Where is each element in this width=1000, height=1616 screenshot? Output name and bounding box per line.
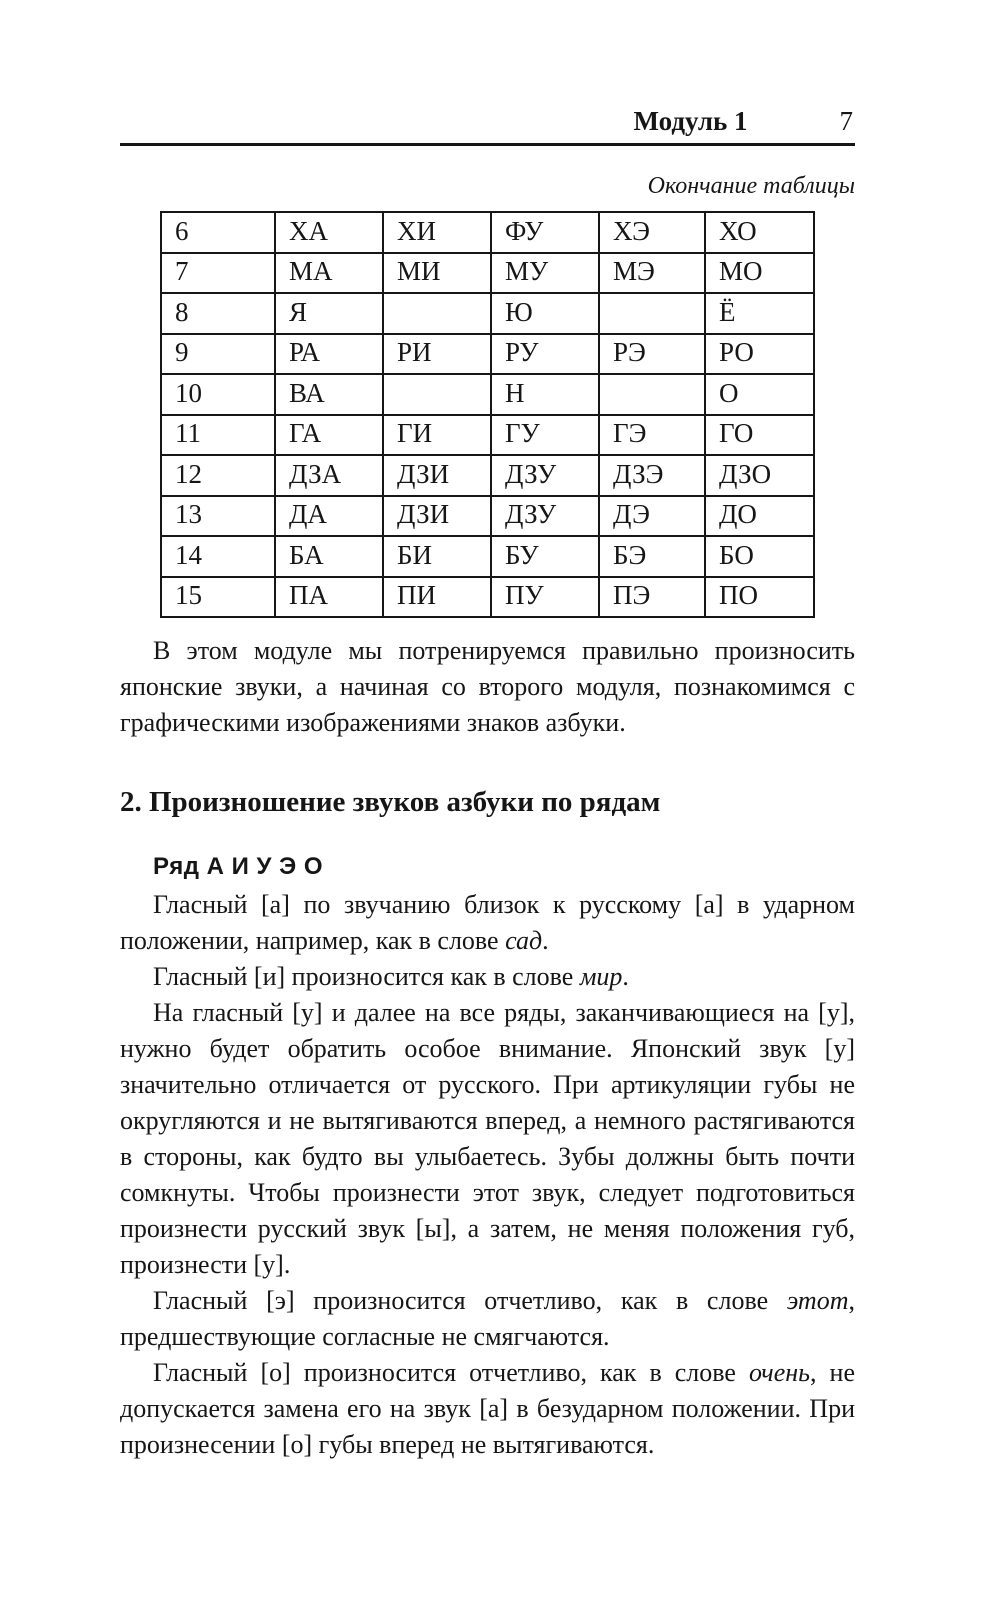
syllable-cell: ХО <box>704 211 815 254</box>
syllable-cell: ДА <box>274 494 384 537</box>
page-number: 7 <box>839 106 854 136</box>
syllable-cell: РУ <box>490 332 600 375</box>
table-row: 6 ХА ХИ ФУ ХЭ ХО <box>160 211 815 254</box>
table-row: 9 РА РИ РУ РЭ РО <box>160 332 815 375</box>
table-row: 15 ПА ПИ ПУ ПЭ ПО <box>160 575 815 618</box>
row-number-cell: 11 <box>160 413 276 456</box>
syllable-table: 6 ХА ХИ ФУ ХЭ ХО 7 МА МИ МУ МЭ МО 8 Я Ю Ё 9 РА РИ РУ РЭ РО 10 В… <box>160 211 815 618</box>
row-number-cell: 13 <box>160 494 276 537</box>
syllable-cell: ДО <box>704 494 815 537</box>
syllable-cell: ФУ <box>490 211 600 254</box>
syllable-cell: МУ <box>490 251 600 294</box>
syllable-cell <box>598 373 706 416</box>
paragraph-text: . <box>542 926 549 955</box>
syllable-cell: ГИ <box>382 413 492 456</box>
table-row: 11 ГА ГИ ГУ ГЭ ГО <box>160 413 815 456</box>
italic-example-word: этот <box>786 1286 849 1315</box>
row-number-cell: 14 <box>160 535 276 578</box>
syllable-cell: О <box>704 373 815 416</box>
row-number-cell: 12 <box>160 454 276 497</box>
table-row: 13 ДА ДЗИ ДЗУ ДЭ ДО <box>160 494 815 537</box>
paragraph: Гласный [э] произносится отчетливо, как … <box>120 1283 855 1355</box>
paragraph-text: Гласный [о] произносится отчетливо, как … <box>153 1358 749 1387</box>
syllable-cell: МО <box>704 251 815 294</box>
syllable-cell: ДЗА <box>274 454 384 497</box>
syllable-cell: ДЗЭ <box>598 454 706 497</box>
syllable-cell <box>598 292 706 335</box>
section-heading: 2. Произношение звуков азбуки по рядам <box>120 786 661 818</box>
syllable-cell: БИ <box>382 535 492 578</box>
pronunciation-paragraphs: Гласный [а] по звучанию близок к русском… <box>120 887 855 1463</box>
table-row: 12 ДЗА ДЗИ ДЗУ ДЗЭ ДЗО <box>160 454 815 497</box>
syllable-cell: ХА <box>274 211 384 254</box>
paragraph: Гласный [и] произносится как в слове мир… <box>120 959 855 995</box>
syllable-cell: Н <box>490 373 600 416</box>
syllable-cell: ДЗУ <box>490 454 600 497</box>
syllable-cell: ДЗИ <box>382 454 492 497</box>
italic-example-word: очень <box>748 1358 810 1387</box>
syllable-cell: ДЗУ <box>490 494 600 537</box>
syllable-cell: РЭ <box>598 332 706 375</box>
syllable-cell: ДЗО <box>704 454 815 497</box>
syllable-cell <box>382 292 492 335</box>
paragraph-text: Гласный [и] произносится как в слове <box>153 962 580 991</box>
syllable-cell: ГЭ <box>598 413 706 456</box>
syllable-cell: МИ <box>382 251 492 294</box>
paragraph-text: На гласный [у] и далее на все ряды, зака… <box>120 998 855 1279</box>
intro-paragraph: В этом модуле мы потренируемся правильно… <box>120 636 855 737</box>
syllable-cell: ГО <box>704 413 815 456</box>
syllable-cell: ГА <box>274 413 384 456</box>
italic-example-word: мир <box>579 962 623 991</box>
paragraph: Гласный [о] произносится отчетливо, как … <box>120 1355 855 1463</box>
syllable-cell: РО <box>704 332 815 375</box>
paragraph-text: . <box>622 962 629 991</box>
syllable-cell: ВА <box>274 373 384 416</box>
syllable-cell: БУ <box>490 535 600 578</box>
row-number-cell: 7 <box>160 251 276 294</box>
paragraph-text: Гласный [э] произносится отчетливо, как … <box>153 1286 787 1315</box>
syllable-cell: ХЭ <box>598 211 706 254</box>
syllable-cell: БЭ <box>598 535 706 578</box>
syllable-cell: БА <box>274 535 384 578</box>
module-title: Модуль 1 <box>633 106 748 136</box>
syllable-cell: ХИ <box>382 211 492 254</box>
syllable-cell: Ё <box>704 292 815 335</box>
syllable-cell: ПУ <box>490 575 600 618</box>
italic-example-word: сад <box>505 926 543 955</box>
syllable-cell: ДЗИ <box>382 494 492 537</box>
syllable-cell: ПО <box>704 575 815 618</box>
syllable-table-body: 6 ХА ХИ ФУ ХЭ ХО 7 МА МИ МУ МЭ МО 8 Я Ю Ё 9 РА РИ РУ РЭ РО 10 В… <box>160 211 815 618</box>
syllable-cell: ДЭ <box>598 494 706 537</box>
page-header: Модуль 1 7 <box>120 108 855 146</box>
table-row: 14 БА БИ БУ БЭ БО <box>160 535 815 578</box>
syllable-cell <box>382 373 492 416</box>
row-number-cell: 10 <box>160 373 276 416</box>
syllable-cell: МА <box>274 251 384 294</box>
paragraph: На гласный [у] и далее на все ряды, зака… <box>120 995 855 1283</box>
syllable-cell: Я <box>274 292 384 335</box>
syllable-cell: РИ <box>382 332 492 375</box>
syllable-cell: РА <box>274 332 384 375</box>
paragraph-text: , не допускается замена его на звук [а] … <box>120 1358 855 1459</box>
syllable-cell: Ю <box>490 292 600 335</box>
vowel-row-heading: Ряд А И У Э О <box>153 853 324 880</box>
row-number-cell: 9 <box>160 332 276 375</box>
paragraph: Гласный [а] по звучанию близок к русском… <box>120 887 855 959</box>
syllable-cell: ГУ <box>490 413 600 456</box>
syllable-cell: МЭ <box>598 251 706 294</box>
table-continuation-caption: Окончание таблицы <box>647 173 855 199</box>
syllable-cell: ПИ <box>382 575 492 618</box>
syllable-cell: ПЭ <box>598 575 706 618</box>
row-number-cell: 6 <box>160 211 276 254</box>
syllable-cell: ПА <box>274 575 384 618</box>
syllable-cell: БО <box>704 535 815 578</box>
paragraph-text: , предшествующие согласные не смягчаются… <box>120 1286 855 1351</box>
table-row: 7 МА МИ МУ МЭ МО <box>160 251 815 294</box>
row-number-cell: 15 <box>160 575 276 618</box>
paragraph-text: Гласный [а] по звучанию близок к русском… <box>120 890 855 955</box>
table-row: 10 ВА Н О <box>160 373 815 416</box>
row-number-cell: 8 <box>160 292 276 335</box>
